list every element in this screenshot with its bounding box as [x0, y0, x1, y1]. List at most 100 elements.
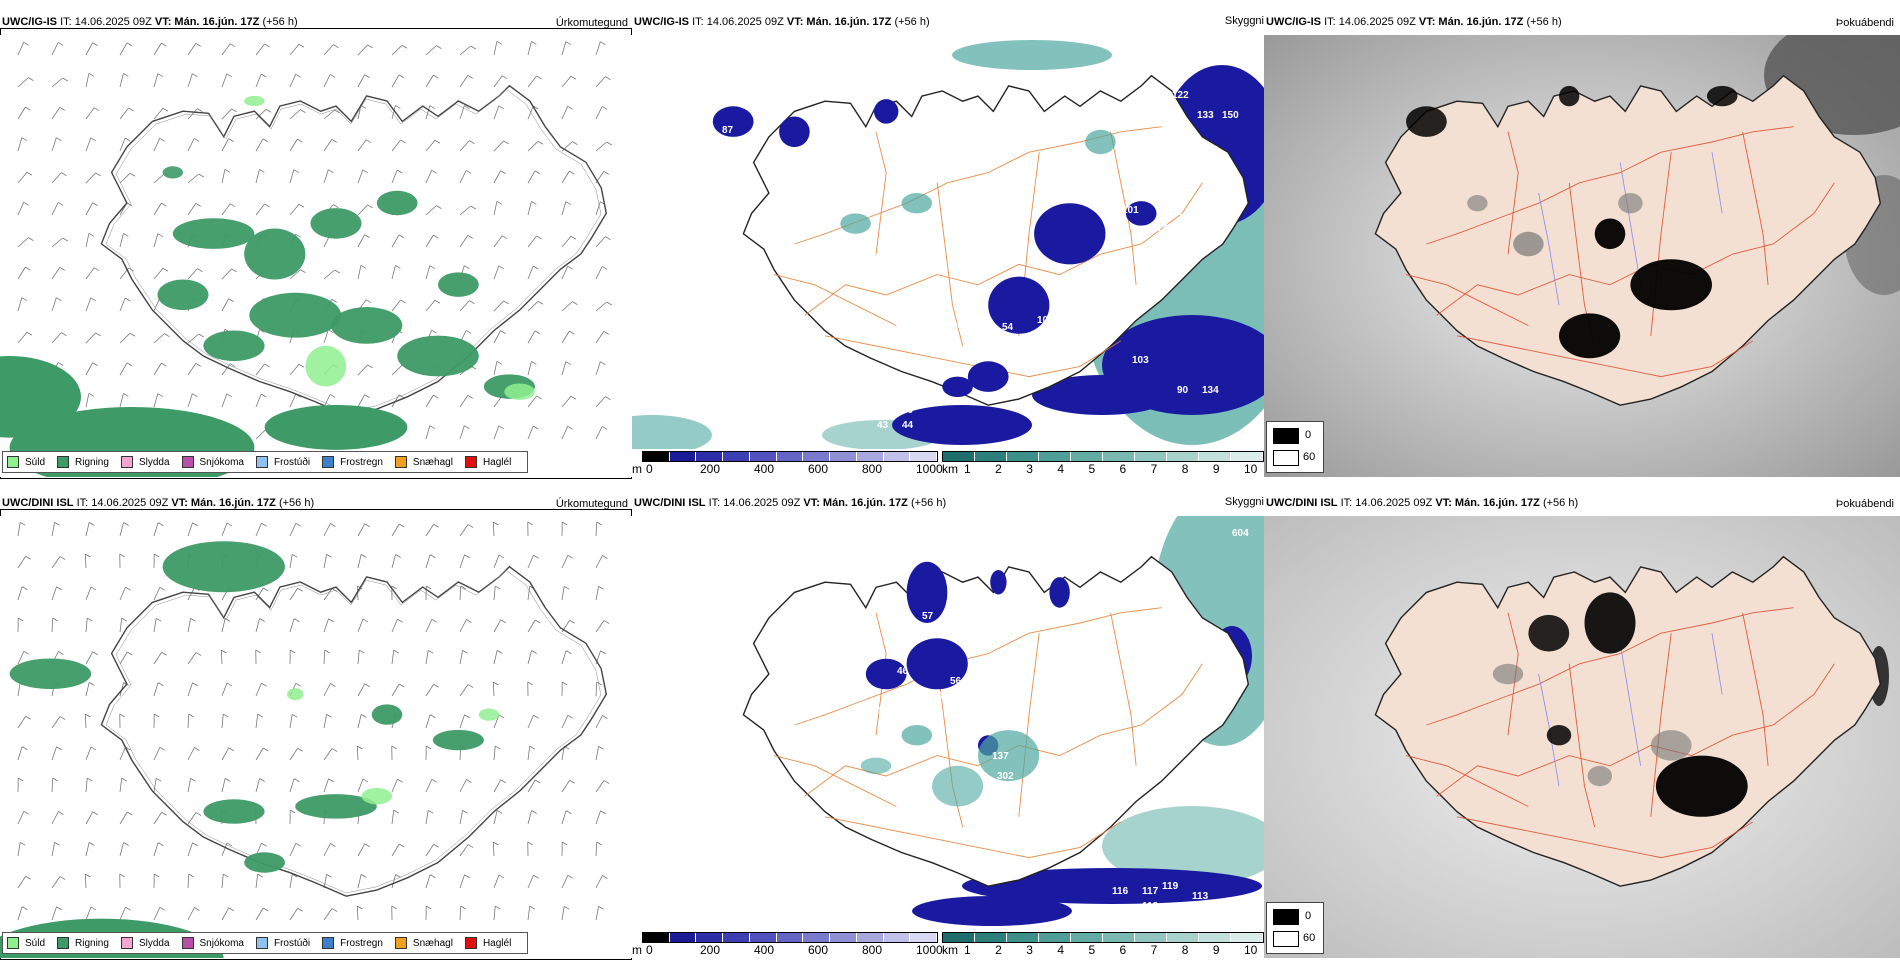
- rain-area: [331, 307, 402, 344]
- panel-fog-row2: UWC/DINI ISL IT: 14.06.2025 09Z VT: Mán.…: [1264, 494, 1900, 960]
- colorbar-segment: [723, 452, 750, 461]
- cloud-base-label: 97: [1152, 155, 1163, 166]
- legend-swatch: [7, 937, 19, 949]
- precip-map-canvas: [0, 516, 632, 958]
- low-cloud-area: [874, 99, 898, 123]
- init-time: IT: 14.06.2025 09Z: [77, 497, 169, 509]
- colorbar-segment: [1167, 933, 1199, 942]
- legend-item: Súld: [7, 456, 45, 468]
- legend-swatch: [182, 937, 194, 949]
- low-cloud-area: [942, 377, 973, 397]
- visibility-tick: 4: [1057, 462, 1064, 476]
- dense-fog-area: [1595, 219, 1626, 250]
- cloud-base-colorbar: [642, 451, 938, 462]
- cloud-base-label: 113: [1142, 901, 1158, 912]
- fog-map-canvas: [1264, 35, 1900, 477]
- low-cloud-area: [1034, 203, 1105, 264]
- legend-label: Súld: [25, 938, 45, 949]
- legend-swatch: [57, 456, 69, 468]
- valid-time-label: VT:: [787, 16, 804, 28]
- rain-area: [377, 191, 418, 215]
- valid-time: Mán. 16.jún. 17Z: [806, 16, 891, 28]
- cloud-base-tick: 1000: [916, 943, 943, 957]
- fog-area: [1513, 232, 1544, 256]
- colorbar-segment: [696, 933, 723, 942]
- visibility-tick: 7: [1151, 943, 1158, 957]
- panel-clouds-row2: UWC/DINI ISL IT: 14.06.2025 09Z VT: Mán.…: [632, 494, 1264, 960]
- lead-time: (+56 h): [894, 16, 929, 28]
- dense-fog-area: [1585, 592, 1636, 653]
- colorbar-segment: [1231, 452, 1263, 461]
- fog-area: [1618, 193, 1642, 213]
- cloud-base-label: 116: [1112, 886, 1128, 897]
- cloud-base-label: 55: [912, 389, 923, 400]
- legend-swatch: [256, 456, 268, 468]
- colorbar-segment: [884, 452, 911, 461]
- fog-legend-black: [1273, 909, 1299, 925]
- visibility-tick: 7: [1151, 462, 1158, 476]
- visibility-tick: 8: [1182, 462, 1189, 476]
- legend-item: Frostúði: [256, 937, 310, 949]
- cloud-base-label: 302: [997, 771, 1014, 782]
- valid-time-label: VT:: [155, 16, 172, 28]
- cloud-base-label: 101: [1187, 711, 1204, 722]
- init-time: IT: 14.06.2025 09Z: [692, 16, 784, 28]
- cloud-base-label: 179: [1042, 771, 1059, 782]
- legend-label: Slydda: [139, 938, 170, 949]
- fog-legend-min: 0: [1305, 429, 1311, 441]
- clouds-map-canvas: [632, 516, 1264, 930]
- cloud-base-tick: 1000: [916, 462, 943, 476]
- panel-title: Þokuábendi: [1836, 17, 1894, 29]
- valid-time: Mán. 16.jún. 17Z: [191, 497, 276, 509]
- legend-swatch: [121, 456, 133, 468]
- lead-time: (+56 h): [1543, 497, 1578, 509]
- lead-time: (+56 h): [1526, 16, 1561, 28]
- rain-area: [10, 659, 92, 690]
- colorbar-segment: [1007, 933, 1039, 942]
- cloud-base-label: 90: [932, 691, 943, 702]
- low-visibility-area: [952, 40, 1112, 70]
- cloud-base-tick: 800: [862, 943, 882, 957]
- cloud-base-label: 66: [1152, 240, 1163, 251]
- legend-item: Slydda: [121, 456, 170, 468]
- cloud-base-label: 43: [877, 420, 888, 431]
- cloud-base-label: 150: [1222, 110, 1239, 121]
- visibility-tick: 1: [964, 462, 971, 476]
- rain-area: [203, 331, 264, 362]
- drizzle-area: [305, 346, 346, 387]
- fog-legend-max: 60: [1303, 451, 1315, 463]
- low-visibility-area: [932, 766, 983, 807]
- low-visibility-area: [861, 758, 892, 774]
- cloud-base-label: 57: [887, 135, 898, 146]
- low-cloud-area: [779, 117, 810, 148]
- panel-header: UWC/DINI ISL IT: 14.06.2025 09Z VT: Mán.…: [2, 497, 314, 509]
- visibility-tick: 9: [1213, 943, 1220, 957]
- cloud-base-label: 109: [1202, 145, 1219, 156]
- panel-header: UWC/IG-IS IT: 14.06.2025 09Z VT: Mán. 16…: [2, 16, 298, 28]
- drizzle-area: [287, 688, 303, 700]
- legend-swatch: [7, 456, 19, 468]
- cloud-base-tick: 600: [808, 462, 828, 476]
- lead-time: (+56 h): [279, 497, 314, 509]
- cloud-base-label: 57: [922, 611, 933, 622]
- legend-item: Snjókoma: [182, 456, 244, 468]
- legend-item: Haglél: [465, 456, 511, 468]
- legend-item: Frostregn: [322, 456, 383, 468]
- panel-header: UWC/DINI ISL IT: 14.06.2025 09Z VT: Mán.…: [634, 497, 946, 509]
- rain-area: [158, 280, 209, 311]
- model-name: UWC/DINI ISL: [2, 497, 74, 509]
- panel-fog-row1: UWC/IG-IS IT: 14.06.2025 09Z VT: Mán. 16…: [1264, 13, 1900, 479]
- colorbar-segment: [750, 933, 777, 942]
- legend-label: Rigning: [75, 457, 109, 468]
- rain-area: [163, 541, 285, 592]
- colorbar-segment: [1103, 933, 1135, 942]
- colorbar-segment: [975, 933, 1007, 942]
- dense-fog-area: [1559, 313, 1620, 358]
- colorbar-segment: [1071, 452, 1103, 461]
- legend-label: Rigning: [75, 938, 109, 949]
- cloud-base-label: 133: [1197, 110, 1214, 121]
- rain-area: [438, 272, 479, 296]
- rain-area: [265, 405, 408, 450]
- dense-fog-area: [1406, 106, 1447, 137]
